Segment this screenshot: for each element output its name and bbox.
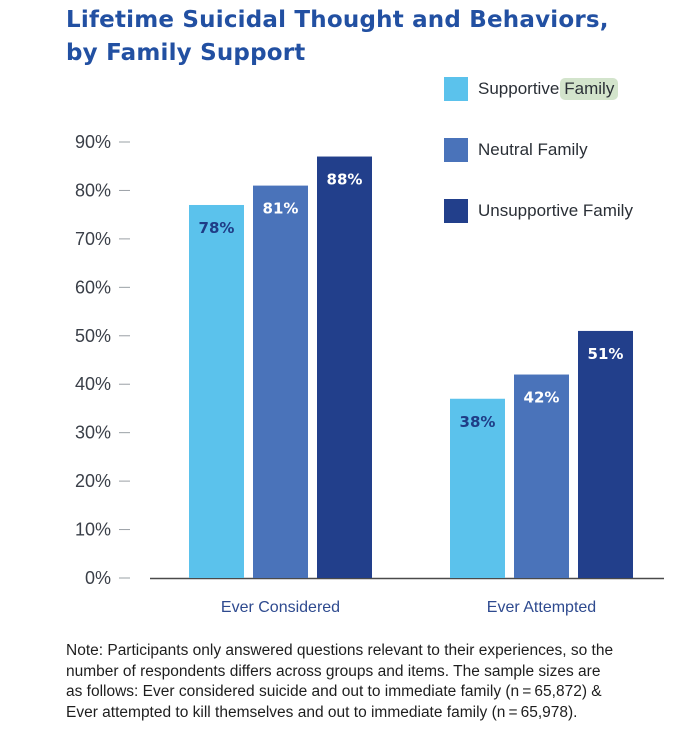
legend-item-supportive-family: Supportive Family	[444, 76, 619, 102]
legend-label-neutral: Neutral Family	[478, 140, 588, 159]
footnote-line-1: Note: Participants only answered questio…	[66, 642, 614, 659]
chart-title-line-2: by Family Support	[66, 40, 306, 66]
y-tick-label: 30%	[75, 423, 111, 443]
legend-swatch-supportive	[444, 77, 468, 101]
bar-data-label: 38%	[460, 413, 496, 431]
bar-data-label: 78%	[199, 219, 235, 237]
bar	[317, 156, 372, 579]
legend-swatch-unsupportive	[444, 199, 468, 223]
bar	[189, 204, 244, 578]
legend-label-supportive: Supportive	[478, 79, 560, 98]
footnote-line-4: Ever attempted to kill themselves and ou…	[66, 703, 578, 721]
bar-chart: 0% 10% 20% 30% 40% 50% 60% 70% 80% 90% 78% 81% 88% Ev…	[75, 132, 664, 616]
chart-title: Lifetime Suicidal Thought and Behaviors,…	[66, 4, 666, 70]
y-tick-label: 10%	[75, 520, 111, 540]
legend-item-neutral-family: Neutral Family	[444, 137, 588, 163]
bar	[253, 185, 308, 578]
footnote: Note: Participants only answered questio…	[66, 641, 666, 723]
bar	[514, 374, 569, 578]
y-tick-label: 90%	[75, 132, 111, 152]
footnote-line-2: number of respondents differs across gro…	[66, 662, 601, 680]
legend-item-unsupportive-family: Unsupportive Family	[444, 198, 633, 224]
bar-data-label: 42%	[524, 389, 560, 407]
footnote-line-3: as follows: Ever considered suicide and …	[66, 683, 602, 700]
y-tick-label: 50%	[75, 326, 111, 346]
legend-label-unsupportive: Unsupportive Family	[478, 201, 633, 220]
bar	[450, 398, 505, 578]
legend-swatch-neutral	[444, 138, 468, 162]
y-tick-label: 20%	[75, 471, 111, 491]
legend-label-highlight: Family	[560, 78, 619, 100]
bar-data-label: 81%	[263, 200, 299, 218]
x-category-label: Ever Considered	[221, 599, 340, 616]
bar	[578, 330, 633, 578]
y-tick-label: 70%	[75, 229, 111, 249]
chart-title-line-1: Lifetime Suicidal Thought and Behaviors,	[66, 7, 609, 33]
bar-data-label: 51%	[588, 345, 624, 363]
y-tick-label: 40%	[75, 374, 111, 394]
y-tick-label: 80%	[75, 180, 111, 200]
bar-data-label: 88%	[327, 171, 363, 189]
y-tick-label: 0%	[85, 568, 111, 588]
x-category-label: Ever Attempted	[487, 599, 596, 616]
y-tick-label: 60%	[75, 277, 111, 297]
